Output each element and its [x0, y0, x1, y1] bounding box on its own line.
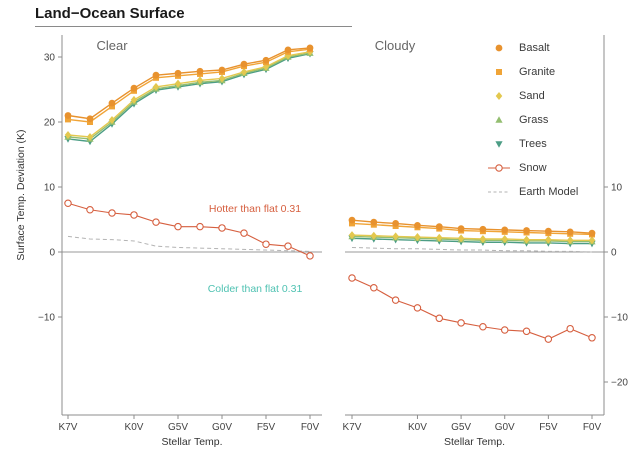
panel-label-clear: Clear: [96, 38, 128, 53]
svg-text:20: 20: [44, 118, 56, 129]
series-basalt: [64, 44, 314, 123]
svg-text:G0V: G0V: [212, 422, 232, 433]
dashed-line-icon: [488, 191, 510, 193]
svg-text:G5V: G5V: [168, 422, 188, 433]
svg-text:F5V: F5V: [257, 422, 276, 433]
series-trees: [64, 50, 314, 146]
legend-item-basalt: Basalt: [486, 41, 578, 55]
legend-label: Trees: [519, 138, 547, 150]
panel-cloudy: 10 0 −10 −20 K7V K0V G5V G0V F5V F0V Stellar Temp.…: [343, 35, 628, 448]
panel-clear: 30 20 10 0 −10 K7V K0V G5V G0V F5V F0V Stellar Temp…: [38, 35, 322, 448]
svg-text:F0V: F0V: [583, 422, 602, 433]
legend-item-trees: Trees: [486, 137, 578, 151]
y-axis-title: Surface Temp. Deviation (K): [15, 129, 27, 260]
page-title: Land−Ocean Surface: [35, 5, 185, 22]
svg-text:G0V: G0V: [495, 422, 515, 433]
annotation-0: Hotter than flat 0.31: [209, 203, 301, 215]
y-axis-clear: 30 20 10 0 −10: [38, 53, 62, 324]
svg-text:−10: −10: [38, 313, 55, 324]
x-axis-clear: K7V K0V G5V G0V F5V F0V Stellar Temp.: [59, 415, 320, 448]
legend-item-grass: Grass: [486, 113, 578, 127]
svg-text:K7V: K7V: [343, 422, 362, 433]
series-earth-model: [67, 235, 311, 252]
svg-text:K7V: K7V: [59, 422, 78, 433]
series-sand: [348, 231, 596, 245]
triangle-up-icon: [495, 116, 503, 123]
series-snow: [64, 199, 314, 260]
diamond-icon: [495, 92, 503, 100]
series-snow: [348, 274, 596, 343]
x-axis-cloudy: K7V K0V G5V G0V F5V F0V Stellar Temp.: [343, 415, 602, 448]
svg-text:G5V: G5V: [451, 422, 471, 433]
legend: Basalt Granite Sand Grass Trees Snow Earth Mod…: [486, 41, 578, 209]
svg-text:0: 0: [49, 248, 55, 259]
y-axis-cloudy: 10 0 −10 −20: [604, 183, 628, 389]
square-icon: [496, 69, 502, 75]
legend-label: Granite: [519, 66, 556, 78]
x-axis-title: Stellar Temp.: [444, 436, 505, 448]
panel-label-cloudy: Cloudy: [375, 38, 416, 53]
legend-label: Earth Model: [519, 186, 579, 198]
svg-text:K0V: K0V: [125, 422, 144, 433]
legend-item-earth-model: Earth Model: [486, 185, 578, 199]
circle-icon: [495, 44, 503, 52]
svg-text:F5V: F5V: [539, 422, 558, 433]
legend-item-sand: Sand: [486, 89, 578, 103]
open-circle-line-icon: [488, 164, 510, 172]
x-axis-title: Stellar Temp.: [161, 436, 222, 448]
legend-label: Sand: [519, 90, 545, 102]
legend-label: Grass: [519, 114, 549, 126]
svg-text:F0V: F0V: [301, 422, 320, 433]
svg-text:0: 0: [611, 248, 617, 259]
svg-text:10: 10: [44, 183, 56, 194]
svg-text:−10: −10: [611, 313, 628, 324]
series-basalt: [348, 216, 596, 237]
svg-text:30: 30: [44, 53, 56, 64]
legend-label: Basalt: [519, 42, 550, 54]
svg-text:K0V: K0V: [408, 422, 427, 433]
svg-text:10: 10: [611, 183, 623, 194]
legend-item-granite: Granite: [486, 65, 578, 79]
series-earth-model: [351, 246, 593, 253]
series-sand: [64, 47, 314, 141]
title-underline: [35, 26, 352, 27]
legend-item-snow: Snow: [486, 161, 578, 175]
triangle-down-icon: [495, 141, 503, 148]
svg-text:−20: −20: [611, 378, 628, 389]
annotation-1: Colder than flat 0.31: [208, 283, 303, 295]
legend-label: Snow: [519, 162, 547, 174]
